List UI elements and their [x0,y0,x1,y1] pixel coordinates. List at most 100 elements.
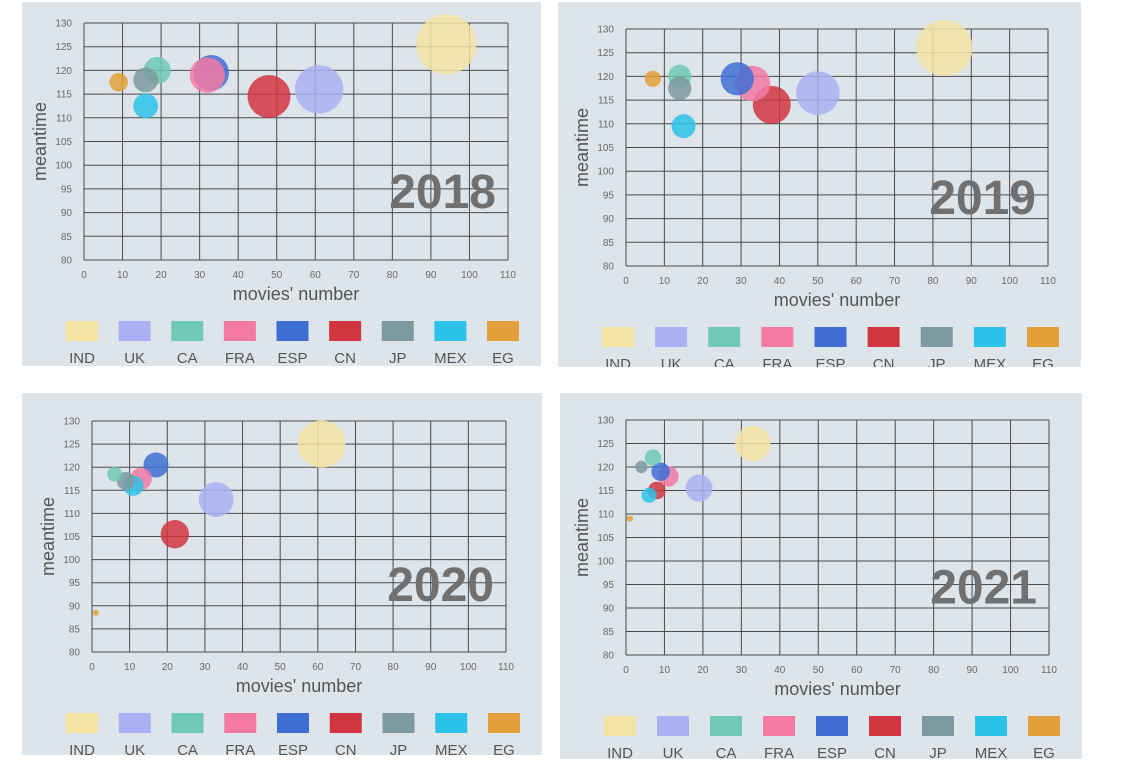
bubble-jp [635,460,648,474]
legend-swatch-uk [118,321,151,341]
chart-panel-2020: 0 10 20 30 40 50 60 70 80 90 100 110 80 85 90 95 100 105 1… [22,393,542,755]
bubble-ind [916,19,973,77]
legend-swatch-jp [920,327,953,347]
legend-swatch-ca [710,716,742,736]
legend-swatch-esp [816,716,848,736]
y-axis-label: meantime [30,102,50,181]
legend-swatch-cn [329,713,362,733]
legend-label-mex: MEX [434,350,467,366]
y-tick-label: 125 [597,48,614,59]
legend-swatch-jp [381,321,414,341]
x-tick-label: 0 [81,270,87,281]
x-tick-label: 50 [813,665,825,676]
chart-2018: 0 10 20 30 40 50 60 70 80 90 100 110 80 85 90 95 100 105 1… [30,14,519,366]
legend-swatch-eg [487,321,519,341]
x-tick-label: 80 [388,662,400,673]
y-tick-label: 90 [69,601,81,612]
x-tick-label: 40 [237,662,249,673]
x-tick-label: 0 [89,662,95,673]
x-tick-label: 30 [736,665,748,676]
y-axis-label: meantime [38,497,58,576]
x-tick-label: 30 [199,662,211,673]
x-tick-label: 50 [271,270,283,281]
x-axis-label: movies' number [774,679,900,699]
chart-panel-2018: 0 10 20 30 40 50 60 70 80 90 100 110 80 85 90 95 100 105 1… [22,2,541,366]
legend-swatch-fra [224,713,257,733]
x-tick-label: 90 [966,276,978,287]
legend-label-jp: JP [390,742,408,755]
legend-label-ind: IND [69,350,95,366]
chart-panel-2021: 0 10 20 30 40 50 60 70 80 90 100 110 80 85 90 95 100 105 1… [560,393,1082,759]
legend-label-fra: FRA [764,745,794,759]
y-tick-label: 90 [603,604,615,615]
legend-swatch-cn [329,321,362,341]
legend-swatch-esp [277,713,309,733]
legend-swatch-uk [657,716,689,736]
x-tick-label: 0 [623,276,629,287]
y-tick-label: 120 [597,72,614,83]
legend-swatch-esp [276,321,309,341]
y-tick-label: 85 [61,232,73,243]
y-tick-label: 105 [597,533,614,544]
y-tick-label: 80 [603,262,615,273]
bubble-uk [685,474,713,502]
legend-label-mex: MEX [974,356,1007,367]
legend-label-fra: FRA [225,742,255,755]
x-tick-label: 20 [697,665,709,676]
legend-label-ca: CA [177,350,198,366]
x-tick-label: 70 [890,665,902,676]
x-axis-label: movies' number [233,284,359,304]
legend-label-uk: UK [663,745,684,759]
y-tick-label: 95 [69,578,81,589]
legend-swatch-eg [1027,327,1059,347]
grid [625,419,1050,656]
legend-swatch-ca [708,327,741,347]
x-tick-label: 100 [1001,276,1018,287]
y-tick-label: 110 [598,510,614,521]
legend-swatch-jp [382,713,415,733]
x-tick-label: 80 [927,276,939,287]
bubble-ind [297,420,346,468]
legend-swatch-esp [814,327,847,347]
legend-label-fra: FRA [225,350,255,366]
legend-label-uk: UK [661,356,682,367]
y-tick-label: 115 [598,486,614,497]
y-axis-label: meantime [572,108,592,187]
legend-swatch-mex [435,713,468,733]
x-tick-label: 0 [623,665,629,676]
y-tick-label: 125 [597,439,614,450]
bubble-ind [735,425,771,462]
chart-panel-2019: 0 10 20 30 40 50 60 70 80 90 100 110 80 85 90 95 100 105 1… [558,2,1081,367]
x-tick-label: 100 [1002,665,1019,676]
legend-swatch-eg [488,713,520,733]
x-tick-label: 10 [659,665,671,676]
legend-swatch-ind [602,327,634,347]
y-tick-label: 85 [69,624,81,635]
x-tick-label: 60 [851,665,863,676]
chart-year-title: 2019 [929,172,1036,225]
x-tick-label: 80 [928,665,940,676]
y-tick-label: 95 [603,580,615,591]
legend-label-uk: UK [124,742,145,755]
x-tick-label: 110 [498,662,514,673]
legend-label-eg: EG [1033,745,1055,759]
chart-2020: 0 10 20 30 40 50 60 70 80 90 100 110 80 85 90 95 100 105 1… [38,417,520,755]
legend-label-cn: CN [873,356,895,367]
legend-label-ind: IND [69,742,95,755]
legend-swatch-mex [434,321,467,341]
chart-year-title: 2020 [387,559,494,612]
x-tick-label: 50 [275,662,287,673]
y-tick-label: 85 [603,627,615,638]
legend-swatch-ind [66,321,98,341]
y-tick-label: 115 [64,486,80,497]
x-tick-label: 40 [774,276,786,287]
bubble-cn [247,74,291,118]
bubble-uk [294,65,344,114]
x-tick-label: 20 [156,270,168,281]
bubble-eg [109,72,128,92]
y-tick-label: 80 [69,648,81,659]
legend-swatch-jp [922,716,954,736]
x-tick-label: 40 [233,270,245,281]
x-tick-label: 10 [659,276,671,287]
y-tick-label: 115 [598,96,614,107]
